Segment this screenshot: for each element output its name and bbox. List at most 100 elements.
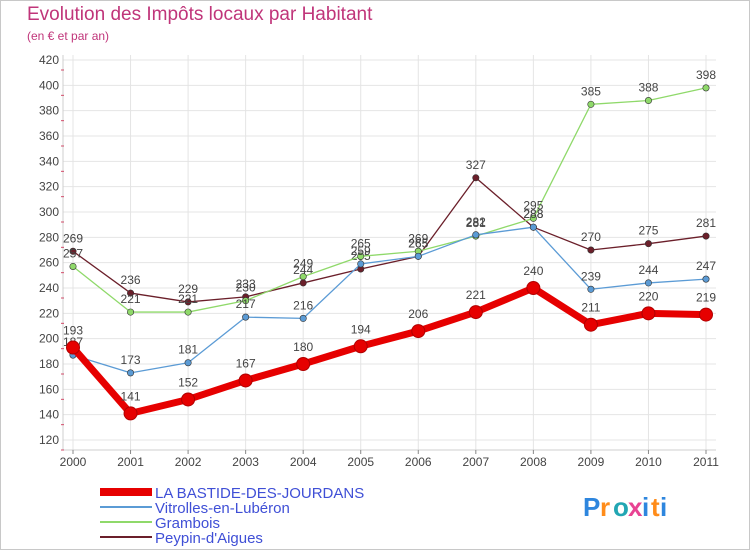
data-label: 180 xyxy=(293,340,313,354)
data-label: 270 xyxy=(581,230,601,244)
data-point xyxy=(184,308,192,316)
data-point xyxy=(702,275,710,283)
data-point xyxy=(299,279,307,287)
data-label: 219 xyxy=(696,291,716,305)
x-tick-label: 2010 xyxy=(635,455,662,469)
data-point xyxy=(184,298,192,306)
data-point xyxy=(644,279,652,287)
data-label: 220 xyxy=(638,289,658,303)
data-label: 247 xyxy=(696,259,716,273)
data-point xyxy=(472,231,480,239)
data-label: 230 xyxy=(236,281,256,295)
data-label: 211 xyxy=(581,301,600,315)
data-label: 269 xyxy=(408,231,428,245)
data-label: 181 xyxy=(178,343,198,357)
series-3: 269236229233244255265327288270275281 xyxy=(63,158,716,306)
data-label: 206 xyxy=(408,307,428,321)
data-label: 229 xyxy=(178,282,198,296)
legend-label: Peypin-d'Aigues xyxy=(155,530,263,547)
y-tick-label: 420 xyxy=(39,53,59,67)
y-tick-label: 240 xyxy=(39,281,59,295)
data-point xyxy=(357,252,365,260)
logo-letter: i xyxy=(660,492,667,522)
data-label: 388 xyxy=(638,81,658,95)
data-label: 257 xyxy=(63,246,83,260)
logo-letter: r xyxy=(600,492,610,522)
data-point xyxy=(472,174,480,182)
logo-letter: x xyxy=(628,492,643,522)
y-tick-label: 280 xyxy=(39,230,59,244)
data-point xyxy=(644,97,652,105)
x-tick-label: 2008 xyxy=(520,455,547,469)
data-point xyxy=(296,357,311,371)
legend-label: Vitrolles-en-Lubéron xyxy=(155,500,290,517)
data-label: 327 xyxy=(466,158,486,172)
data-point xyxy=(69,247,77,255)
data-label: 233 xyxy=(236,277,256,291)
data-label: 265 xyxy=(351,236,371,250)
series-line xyxy=(72,177,707,303)
data-point xyxy=(357,260,365,268)
data-point xyxy=(299,314,307,322)
y-tick-label: 180 xyxy=(39,357,59,371)
data-point xyxy=(127,289,135,297)
data-label: 193 xyxy=(63,324,83,338)
data-label: 141 xyxy=(121,389,141,403)
series-line xyxy=(72,226,707,374)
y-tick-label: 120 xyxy=(39,433,59,447)
axes: 120 140 160 180 200 220 240 260 280 300 320 340 360 3… xyxy=(39,53,719,469)
x-tick-label: 2003 xyxy=(232,455,259,469)
data-label: 249 xyxy=(293,257,313,271)
data-label: 239 xyxy=(581,269,601,283)
data-point xyxy=(587,285,595,293)
data-label: 281 xyxy=(696,216,716,230)
data-label: 240 xyxy=(523,264,543,278)
data-point xyxy=(583,317,598,332)
data-point xyxy=(529,214,537,222)
data-label: 173 xyxy=(121,353,141,367)
x-tick-label: 2000 xyxy=(60,455,87,469)
data-point xyxy=(702,232,710,240)
data-point xyxy=(242,313,250,321)
y-tick-label: 200 xyxy=(39,332,59,346)
series-line xyxy=(72,87,707,313)
series-0: 193 141 152 167 180 194 206 221 240 211 220 219 xyxy=(63,264,716,421)
data-point xyxy=(702,84,710,92)
y-tick-label: 220 xyxy=(39,306,59,320)
series-1: 187173181217216259265282288239244247 xyxy=(63,207,716,377)
grid-lines xyxy=(63,55,716,450)
data-label: 269 xyxy=(63,231,83,245)
data-point xyxy=(414,252,422,260)
data-label: 221 xyxy=(121,292,141,306)
x-tick-label: 2004 xyxy=(290,455,317,469)
data-point xyxy=(127,369,135,377)
logo-letter: i xyxy=(642,492,649,522)
data-label: 244 xyxy=(293,263,313,277)
series-line xyxy=(70,284,707,417)
data-label: 167 xyxy=(236,356,256,370)
data-point xyxy=(353,339,368,354)
data-point xyxy=(242,297,250,305)
logo-letter: P xyxy=(583,492,600,522)
y-tick-label: 160 xyxy=(39,382,59,396)
x-tick-label: 2006 xyxy=(405,455,432,469)
chart-subtitle: (en € et par an) xyxy=(27,29,110,43)
data-point xyxy=(123,406,138,421)
data-point xyxy=(468,305,483,320)
data-label: 265 xyxy=(408,236,428,250)
data-point xyxy=(699,307,713,322)
logo-letter: o xyxy=(613,492,629,522)
legend-label: Grambois xyxy=(155,515,220,532)
chart-title: Evolution des Impôts locaux par Habitant xyxy=(27,4,373,25)
data-label: 152 xyxy=(178,375,198,389)
data-point xyxy=(529,223,537,231)
data-label: 194 xyxy=(351,322,371,336)
data-point xyxy=(69,262,77,270)
x-tick-label: 2009 xyxy=(578,455,605,469)
data-label: 281 xyxy=(466,216,486,230)
x-tick-label: 2002 xyxy=(175,455,202,469)
data-point xyxy=(299,273,307,281)
y-tick-label: 320 xyxy=(39,180,59,194)
